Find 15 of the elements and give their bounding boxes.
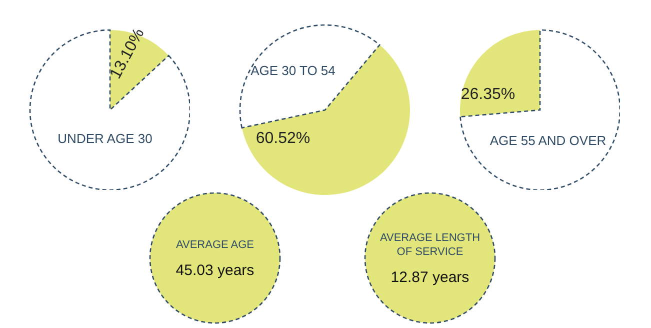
pie-slice [110, 30, 169, 110]
text: AVERAGE AGE [175, 238, 255, 252]
pie-slice [239, 24, 380, 129]
text: AGE 55 AND OVER [488, 133, 608, 148]
pie-slice [29, 29, 190, 190]
data-label: 60.52% [254, 130, 312, 148]
pie-slice [242, 44, 410, 195]
text: AGE 30 TO 54 [250, 63, 336, 78]
text: 45.03 years [176, 262, 254, 278]
text: 12.87 years [390, 268, 470, 286]
text: AVERAGE LENGTH OF SERVICE [378, 230, 482, 258]
data-label: 26.35% [460, 86, 516, 104]
text: UNDER AGE 30 [56, 131, 154, 146]
pie-slice [460, 29, 620, 190]
pie-slice [460, 30, 540, 117]
